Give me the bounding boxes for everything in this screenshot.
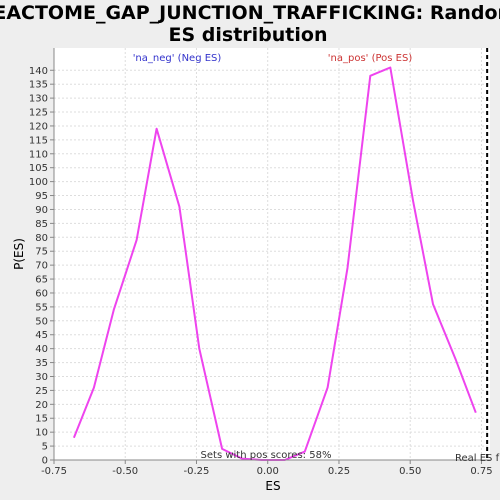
y-tick-label: 90 <box>35 205 48 216</box>
y-tick-label: 25 <box>35 386 48 397</box>
neg-es-annotation: 'na_neg' (Neg ES) <box>133 53 222 64</box>
y-tick-label: 40 <box>35 344 48 355</box>
y-tick-label: 95 <box>35 191 48 202</box>
y-tick-label: 30 <box>35 372 48 383</box>
plot-area <box>54 48 490 460</box>
y-tick-label: 100 <box>29 177 48 188</box>
y-tick-label: 140 <box>29 66 48 77</box>
x-axis-label: ES <box>265 479 280 493</box>
y-tick-label: 110 <box>29 149 48 160</box>
y-tick-label: 55 <box>35 302 48 313</box>
x-tick-label: 0.75 <box>470 466 492 477</box>
x-tick-label: -0.25 <box>184 466 210 477</box>
y-tick-label: 15 <box>35 414 48 425</box>
y-tick-label: 70 <box>35 261 48 272</box>
y-tick-label: 65 <box>35 275 48 286</box>
y-tick-label: 5 <box>42 442 48 453</box>
real-es-label: Real ES f <box>455 453 500 464</box>
pos-scores-annotation: Sets with pos scores: 58% <box>201 450 332 461</box>
y-tick-label: 115 <box>29 135 48 146</box>
y-axis-label: P(ES) <box>12 238 26 270</box>
x-tick-label: -0.75 <box>41 466 67 477</box>
y-tick-label: 105 <box>29 163 48 174</box>
chart-title-line1: REACTOME_GAP_JUNCTION_TRAFFICKING: Rando… <box>0 2 500 24</box>
y-tick-label: 75 <box>35 247 48 258</box>
y-tick-label: 135 <box>29 80 48 91</box>
x-tick-label: 0.00 <box>257 466 279 477</box>
y-tick-label: 125 <box>29 108 48 119</box>
y-tick-label: 85 <box>35 219 48 230</box>
y-tick-label: 20 <box>35 400 48 411</box>
y-tick-label: 80 <box>35 233 48 244</box>
y-tick-label: 10 <box>35 428 48 439</box>
x-tick-label: 0.25 <box>328 466 350 477</box>
x-tick-label: 0.50 <box>399 466 421 477</box>
y-tick-label: 120 <box>29 121 48 132</box>
pos-es-annotation: 'na_pos' (Pos ES) <box>328 53 413 64</box>
y-tick-label: 0 <box>42 456 48 467</box>
y-tick-label: 45 <box>35 330 48 341</box>
chart-title-line2: ES distribution <box>169 24 328 46</box>
x-tick-label: -0.50 <box>112 466 138 477</box>
y-tick-label: 130 <box>29 94 48 105</box>
y-tick-label: 35 <box>35 358 48 369</box>
y-tick-label: 50 <box>35 316 48 327</box>
y-tick-label: 60 <box>35 288 48 299</box>
axes: -0.75 -0.50 -0.25 0.00 0.25 0.50 0.75 0 5 10 15 20 2… <box>29 48 493 477</box>
